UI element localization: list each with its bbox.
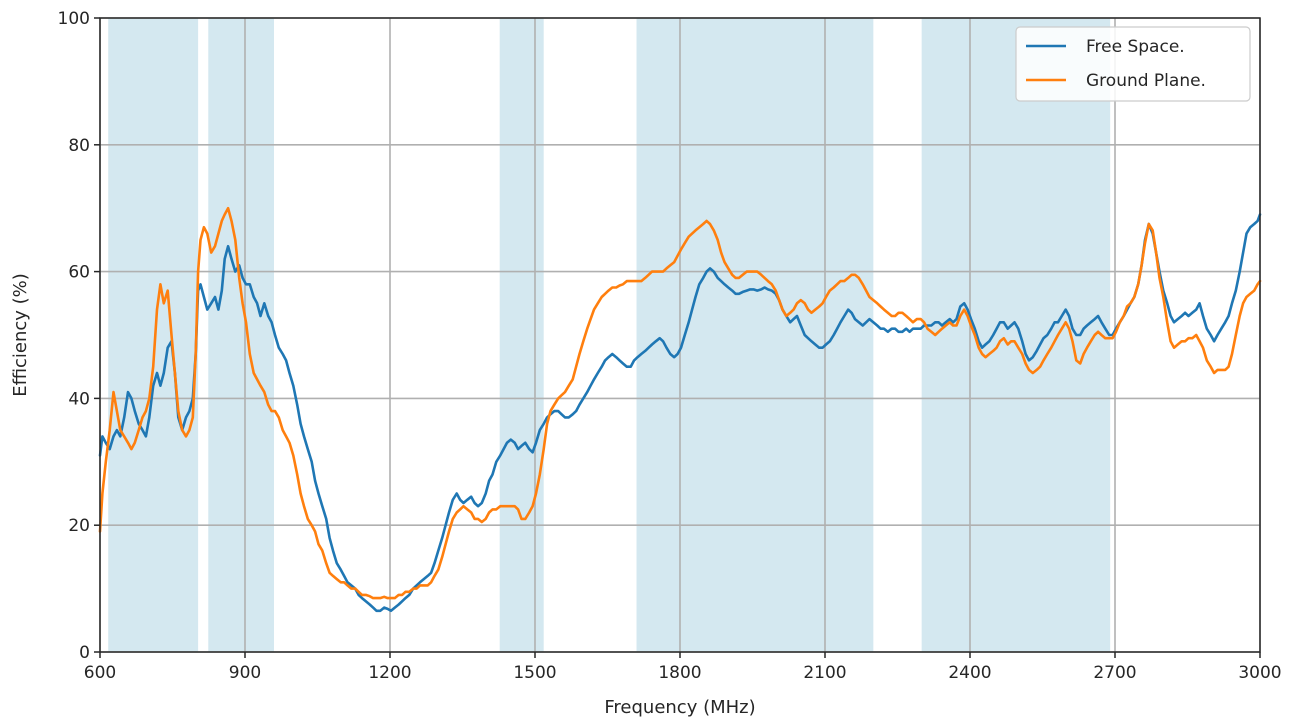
shaded-bands <box>108 18 1111 652</box>
x-tick-label: 1800 <box>658 663 701 683</box>
x-tick-label: 2400 <box>948 663 991 683</box>
x-tick-label: 3000 <box>1238 663 1281 683</box>
y-tick-label: 60 <box>68 263 90 283</box>
shaded-band-2 <box>208 18 274 652</box>
shaded-band-5 <box>921 18 1111 652</box>
series-line-ground-plane <box>98 206 1262 600</box>
y-tick-label: 40 <box>68 389 90 409</box>
y-axis-label: Efficiency (%) <box>10 273 31 397</box>
shaded-band-4 <box>636 18 874 652</box>
y-tick-label: 100 <box>58 9 90 29</box>
y-tick-label: 0 <box>79 643 90 663</box>
x-tick-label: 1500 <box>513 663 556 683</box>
series-line-free-space <box>98 213 1262 613</box>
legend-label: Ground Plane. <box>1086 71 1206 91</box>
axis-ticks: 600 900 1200 1500 1800 2100 2400 2700 3000 0 20 40 6… <box>58 9 1282 683</box>
legend-box <box>1015 26 1251 102</box>
shaded-band-1 <box>108 18 199 652</box>
plot-lines <box>98 206 1262 613</box>
y-tick-label: 80 <box>68 136 90 156</box>
legend: Free Space. Ground Plane. <box>1015 26 1251 102</box>
x-axis-label: Frequency (MHz) <box>604 697 755 718</box>
x-tick-label: 1200 <box>368 663 411 683</box>
legend-label: Free Space. <box>1086 37 1185 57</box>
shaded-band-3 <box>499 18 544 652</box>
x-tick-label: 600 <box>84 663 116 683</box>
x-tick-label: 2100 <box>803 663 846 683</box>
x-tick-label: 900 <box>229 663 261 683</box>
y-tick-label: 20 <box>68 516 90 536</box>
x-tick-label: 2700 <box>1093 663 1136 683</box>
